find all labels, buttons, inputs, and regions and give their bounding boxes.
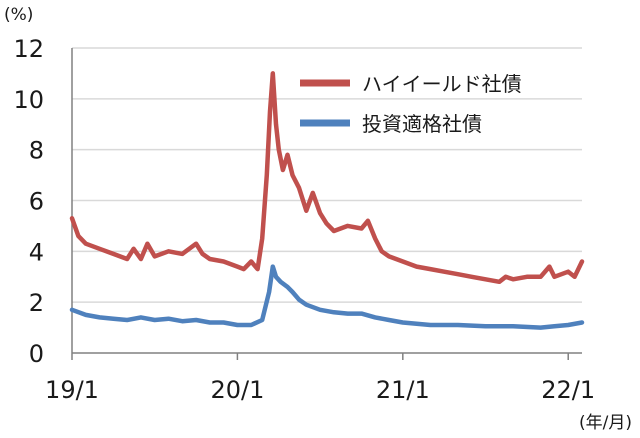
x-tick-label: 21/1 [376, 376, 430, 404]
y-axis-tick-labels: 0 2 4 6 8 10 12 [13, 35, 44, 368]
y-tick-label: 2 [29, 289, 44, 317]
legend-label-1: ハイイールド社債 [362, 72, 522, 96]
gridlines [72, 47, 582, 303]
series-lines [69, 71, 585, 330]
x-tick-label: 20/1 [210, 376, 264, 404]
x-axis-unit-label: (年/月) [579, 413, 632, 433]
x-tick-label: 22/1 [541, 376, 595, 404]
x-tick-label: 19/1 [45, 376, 99, 404]
y-tick-label: 4 [29, 238, 44, 266]
legend-label-2: 投資適格社債 [362, 112, 482, 136]
y-tick-label: 0 [29, 340, 44, 368]
y-tick-label: 8 [29, 137, 44, 165]
x-axis-tick-labels: 19/1 20/1 21/1 22/1 [45, 376, 595, 404]
series-line-1 [69, 71, 585, 285]
y-tick-label: 10 [13, 86, 44, 114]
axes [71, 48, 582, 360]
y-tick-label: 12 [13, 35, 44, 63]
y-tick-label: 6 [29, 188, 44, 216]
series-line-2 [69, 264, 585, 330]
y-axis-unit-label: (%) [4, 5, 33, 25]
